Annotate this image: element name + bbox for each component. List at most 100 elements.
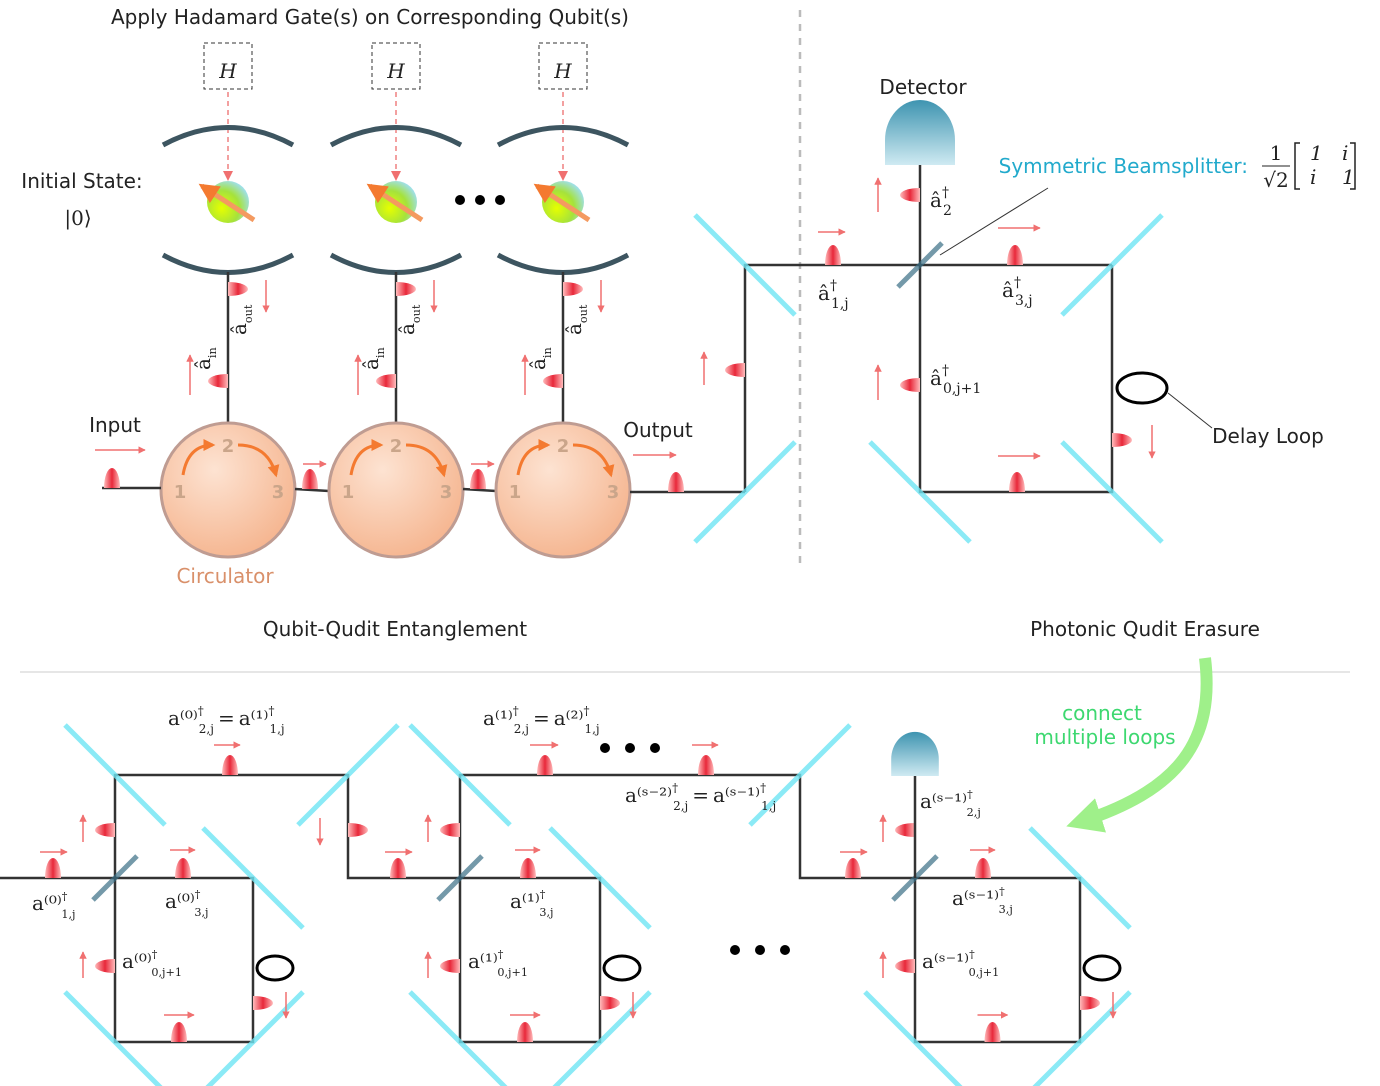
port-label: 1 [509,482,522,503]
math-sub: 1,j [761,799,776,813]
math-sub: 3,j [194,906,208,919]
math-sup: † [672,781,678,795]
pulse [520,858,536,878]
spin [533,183,591,223]
math-base: a⁽ˢ⁻¹⁾ [922,949,969,973]
matrix-entry: i [1310,165,1316,189]
math-equation: a⁽¹⁾† 2,j = a⁽²⁾† 1,j [483,704,600,736]
math-sub: 3,j [1015,293,1033,309]
pulse [895,823,915,837]
wire [462,487,497,493]
port-label: 3 [440,482,453,503]
delay-loop [255,954,295,982]
math-sub: out [577,304,590,323]
math-equation: a⁽ˢ⁻²⁾† 2,j = a⁽ˢ⁻¹⁾† 1,j [625,781,776,813]
math-sup: † [62,890,68,903]
pulse [1112,433,1132,447]
pulse [1080,996,1100,1010]
pulse [95,959,115,973]
beamsplitter [863,990,963,1086]
pulse [825,245,841,265]
port-label: 2 [222,436,235,457]
math-sub: 1,j [831,296,849,312]
math-base: a⁽²⁾ [554,706,584,730]
math-sub: 1,j [269,722,284,736]
initial-state: Initial State: [21,169,142,193]
pulse [45,858,61,878]
pulse [175,858,191,878]
port-label: 1 [174,482,187,503]
circ-arrow [572,443,615,478]
title: Apply Hadamard Gate(s) on Corresponding … [111,5,629,29]
beamsplitter [748,723,852,827]
circulator [494,421,632,559]
math-label: a⁽⁰⁾† 3,j [165,888,209,919]
math-sub: out [410,304,423,323]
beamsplitter [63,990,163,1086]
pulse [348,823,368,837]
pulse [302,469,318,489]
math-sub: 2,j [199,722,214,736]
gate-label: H [218,59,237,83]
delay-loop [602,954,642,982]
math-base: â [818,281,830,305]
pulse [984,1022,1001,1042]
pulse [975,858,991,878]
beamsplitter-label: Symmetric Beamsplitter: [999,154,1248,178]
ellipsis [650,743,660,753]
pulse [171,1022,187,1042]
ket: |0⟩ [64,206,91,231]
math-sub: in [374,347,387,358]
detector [885,100,955,165]
output-label: Output [623,418,693,442]
math-label: a⁽ˢ⁻¹⁾† 3,j [952,885,1013,916]
ellipsis [455,195,465,205]
pulse [845,858,861,878]
math-sub: 0,j+1 [497,966,528,979]
ellipsis [780,945,790,955]
math-sup: † [1014,275,1021,291]
pulse [543,374,563,388]
math-sub: 1,j [61,908,75,921]
math-base: â [395,323,419,335]
math-base: â [930,188,942,212]
matrix-den: √2 [1263,168,1288,192]
connect-label: connect [1062,701,1142,725]
math-base: a⁽ˢ⁻¹⁾ [920,789,967,813]
math-base: a⁽ˢ⁻²⁾ [625,783,672,807]
pulse [600,996,620,1010]
math-sup: † [969,948,975,961]
input-label: Input [89,413,141,437]
math-base: a⁽¹⁾ [510,889,540,913]
beamsplitter [1060,213,1164,317]
pulse [900,378,920,392]
pulse [440,959,460,973]
math-base: â [227,323,251,335]
beamsplitter [548,826,652,930]
pulse [222,755,238,775]
matrix-entry: 1 [1310,141,1323,165]
beamsplitter [868,440,972,544]
math-base: a⁽ˢ⁻¹⁾ [713,783,760,807]
pulse [895,959,915,973]
delay-label: Delay Loop [1212,424,1324,448]
math-label: âout [395,304,423,335]
math-label: a⁽⁰⁾† 0,j+1 [122,948,182,979]
pulse [517,1022,533,1042]
pulse [104,468,120,488]
detector [891,731,939,776]
pulse [228,282,248,296]
math-sup: † [583,704,589,718]
math-sup: † [498,948,504,961]
math-label: â† 3,j [1002,275,1033,309]
pulse [208,374,228,388]
math-label: âin [191,347,219,370]
mirror [496,125,630,148]
math-label: âin [359,347,387,370]
port-label: 2 [557,436,570,457]
port-label: 3 [272,482,285,503]
mirror [161,252,295,275]
math-label: â† 1,j [818,278,849,312]
beamsplitter [1028,826,1132,930]
math-sub: out [242,304,255,323]
